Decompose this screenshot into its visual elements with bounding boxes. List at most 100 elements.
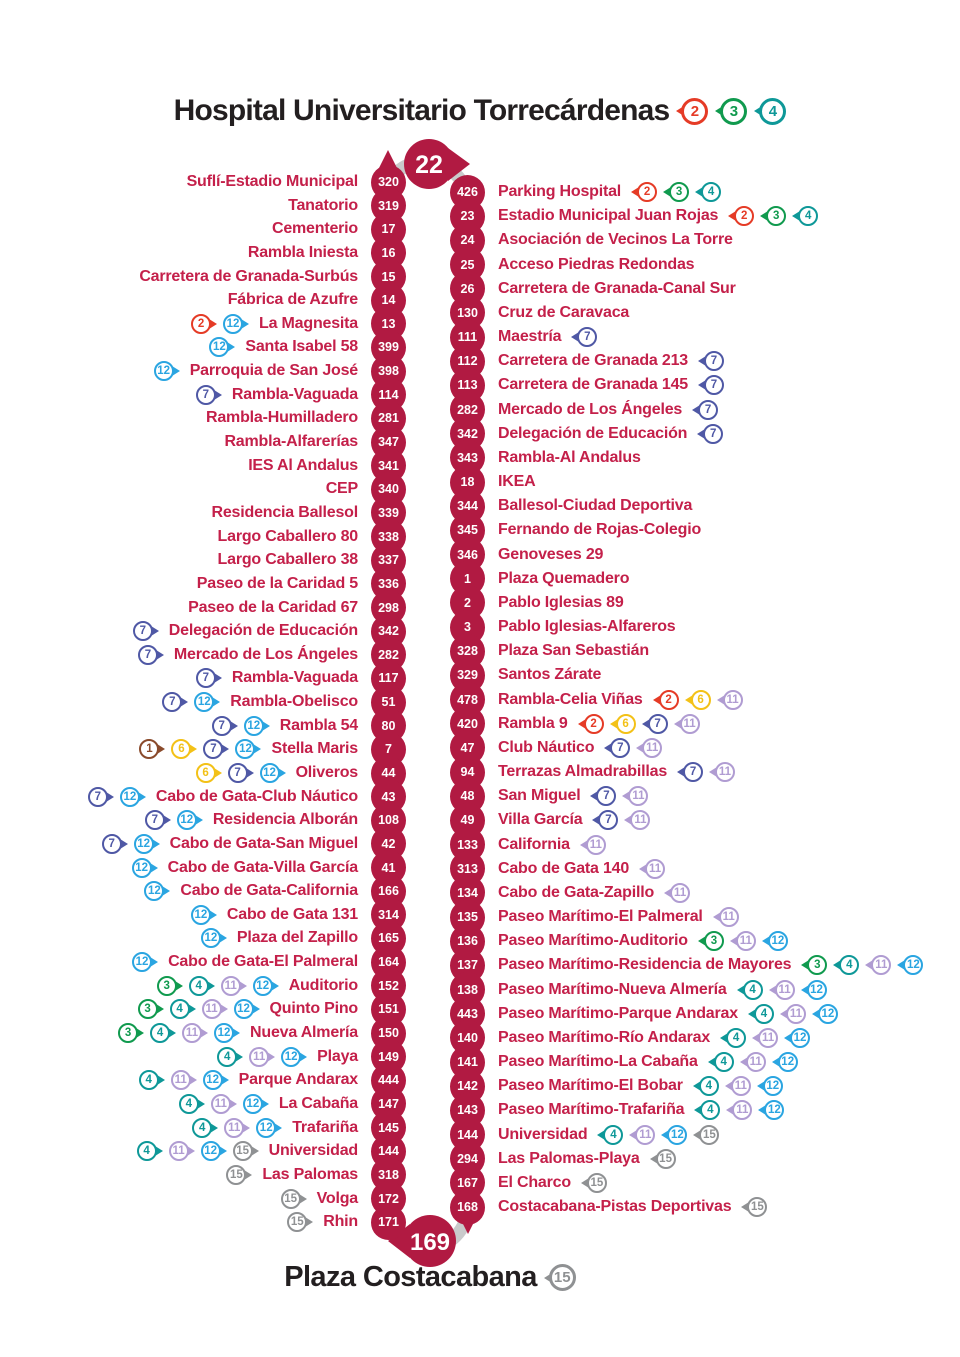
stop-name: Paseo Marítimo-Trafariña [498, 1101, 685, 1119]
line-2-badge: 2 [658, 689, 679, 710]
stop-row: 313 Cabo de Gata 140 11 [450, 851, 666, 887]
line-11-badge: 11 [715, 762, 736, 783]
line-7-badge: 7 [211, 715, 232, 736]
stop-row: 7 12 Residencia Alborán 108 [144, 802, 406, 838]
stop-name: Rambla-Alfarerías [224, 433, 358, 451]
stop-row: 345 Fernando de Rojas-Colegio [450, 512, 705, 548]
line-3-badge: 3 [669, 182, 690, 202]
line-11-badge: 11 [630, 810, 651, 831]
line-12-badge: 12 [235, 739, 256, 760]
line-2-badge: 2 [637, 182, 658, 202]
stop-name: Fernando de Rojas-Colegio [498, 521, 702, 539]
stop-row: 144 Universidad 4 11 12 15 [450, 1117, 720, 1153]
line-15-badge: 15 [232, 1141, 253, 1162]
line-11-badge: 11 [745, 1052, 766, 1073]
line-11-badge: 11 [758, 1027, 779, 1048]
line-4-badge: 4 [698, 1076, 719, 1097]
stop-name: Villa García [498, 811, 583, 829]
line-7-badge: 7 [195, 668, 216, 689]
stop-name: Playa [317, 1047, 358, 1065]
stop-number-dot: 151 [371, 991, 406, 1027]
line-12-badge: 12 [176, 810, 197, 831]
line-7-badge: 7 [137, 644, 158, 665]
stop-name: Rambla Iniesta [247, 243, 358, 261]
line-4-badge: 4 [701, 182, 722, 202]
line-15-badge: 15 [226, 1164, 247, 1185]
stop-name: Fábrica de Azufre [227, 291, 358, 309]
line-4-badge: 4 [178, 1093, 199, 1114]
line-6-badge: 6 [615, 713, 636, 734]
stop-name: San Miguel [498, 787, 581, 805]
stop-name: Cabo de Gata-Zapillo [498, 883, 655, 901]
stop-name: Mercado de Los Ángeles [498, 400, 683, 418]
stop-name: Plaza del Zapillo [236, 929, 358, 947]
line-11-badge: 11 [735, 931, 756, 952]
stop-name: Paseo de la Caridad 67 [188, 598, 358, 616]
stop-name: Paseo Marítimo-Residencia de Mayores [498, 956, 792, 974]
stop-name: Las Palomas [262, 1165, 358, 1183]
line-12-badge: 12 [133, 833, 154, 854]
line-7-badge: 7 [577, 327, 598, 348]
line-12-badge: 12 [132, 952, 153, 973]
line-7-badge: 7 [703, 423, 724, 444]
terminus-bottom-number: 169 [410, 1229, 450, 1256]
line-7-badge: 7 [162, 692, 183, 713]
line-11-badge: 11 [645, 858, 666, 879]
terminus-bottom-pointer-icon [388, 1224, 410, 1258]
line-12-badge: 12 [223, 313, 244, 334]
line-15-badge: 15 [287, 1212, 308, 1233]
line-7-badge: 7 [195, 384, 216, 405]
stop-name: Rambla-Al Andalus [498, 448, 641, 466]
stop-row: CEP 340 [322, 471, 406, 507]
line-4-badge: 4 [713, 1052, 734, 1073]
stop-name: Rambla-Vaguada [231, 669, 358, 687]
line-7-badge: 7 [101, 833, 122, 854]
line-12-badge: 12 [777, 1052, 798, 1073]
stop-name: Carretera de Granada 145 [498, 376, 688, 394]
stop-name: Paseo de la Caridad 5 [196, 574, 358, 592]
stop-name: Pablo Iglesias 89 [498, 593, 624, 611]
stop-row: Suflí-Estadio Municipal 320 [183, 164, 406, 200]
line-11-badge: 11 [201, 999, 222, 1020]
stop-name: Quinto Pino [269, 1000, 359, 1018]
stop-name: IKEA [498, 473, 536, 491]
line-7-badge: 7 [596, 786, 617, 807]
stop-number-dot: 142 [450, 1068, 485, 1104]
line-11-badge: 11 [718, 907, 739, 928]
stop-name: Estadio Municipal Juan Rojas [498, 207, 719, 225]
stop-row: 47 Club Náutico 7 11 [450, 730, 663, 766]
stop-row: 138 Paseo Marítimo-Nueva Almería 4 11 12 [450, 972, 827, 1008]
stop-row: 168 Costacabana-Pistas Deportivas 15 [450, 1189, 768, 1225]
stop-name: Residencia Alborán [212, 811, 358, 829]
line-11-badge: 11 [679, 713, 700, 734]
line-7-badge: 7 [698, 399, 719, 420]
stop-row: 478 Rambla-Celia Viñas 2 6 11 [450, 682, 743, 718]
stop-row: 3 4 11 12 Quinto Pino 151 [137, 991, 406, 1027]
stop-name: Parque Andarax [238, 1071, 359, 1089]
stop-name: Club Náutico [498, 738, 595, 756]
line-15-badge: 15 [586, 1172, 607, 1193]
stop-row: 420 Rambla 9 2 6 7 11 [450, 706, 700, 742]
terminus-top-pointer-icon [448, 148, 470, 181]
line-7-badge: 7 [132, 621, 153, 642]
stop-name: Cabo de Gata-Club Náutico [155, 787, 358, 805]
stop-name: Terrazas Almadrabillas [498, 763, 668, 781]
line-12-badge: 12 [281, 1046, 302, 1067]
stop-name: Paseo Marítimo-El Palmeral [498, 908, 703, 926]
line-6-badge: 6 [171, 739, 192, 760]
stop-name: Paseo Marítimo-Parque Andarax [498, 1004, 738, 1022]
line-12-badge: 12 [214, 1023, 235, 1044]
stop-name: Auditorio [288, 976, 358, 994]
stop-row: 1 6 7 12 Stella Maris 7 [139, 731, 406, 767]
stop-row: 426 Parking Hospital 2 3 4 [450, 174, 722, 210]
line-3-badge: 3 [720, 97, 748, 125]
line-11-badge: 11 [642, 737, 663, 758]
stop-name: Tanatorio [288, 196, 358, 214]
line-12-badge: 12 [153, 361, 174, 382]
line-4-badge: 4 [169, 999, 190, 1020]
stop-row: 141 Paseo Marítimo-La Cabaña 4 11 12 [450, 1044, 798, 1080]
stop-row: 12 Parroquia de San José 398 [153, 353, 406, 389]
line-4-badge: 4 [726, 1027, 747, 1048]
stop-name: Carretera de Granada-Canal Sur [498, 279, 736, 297]
